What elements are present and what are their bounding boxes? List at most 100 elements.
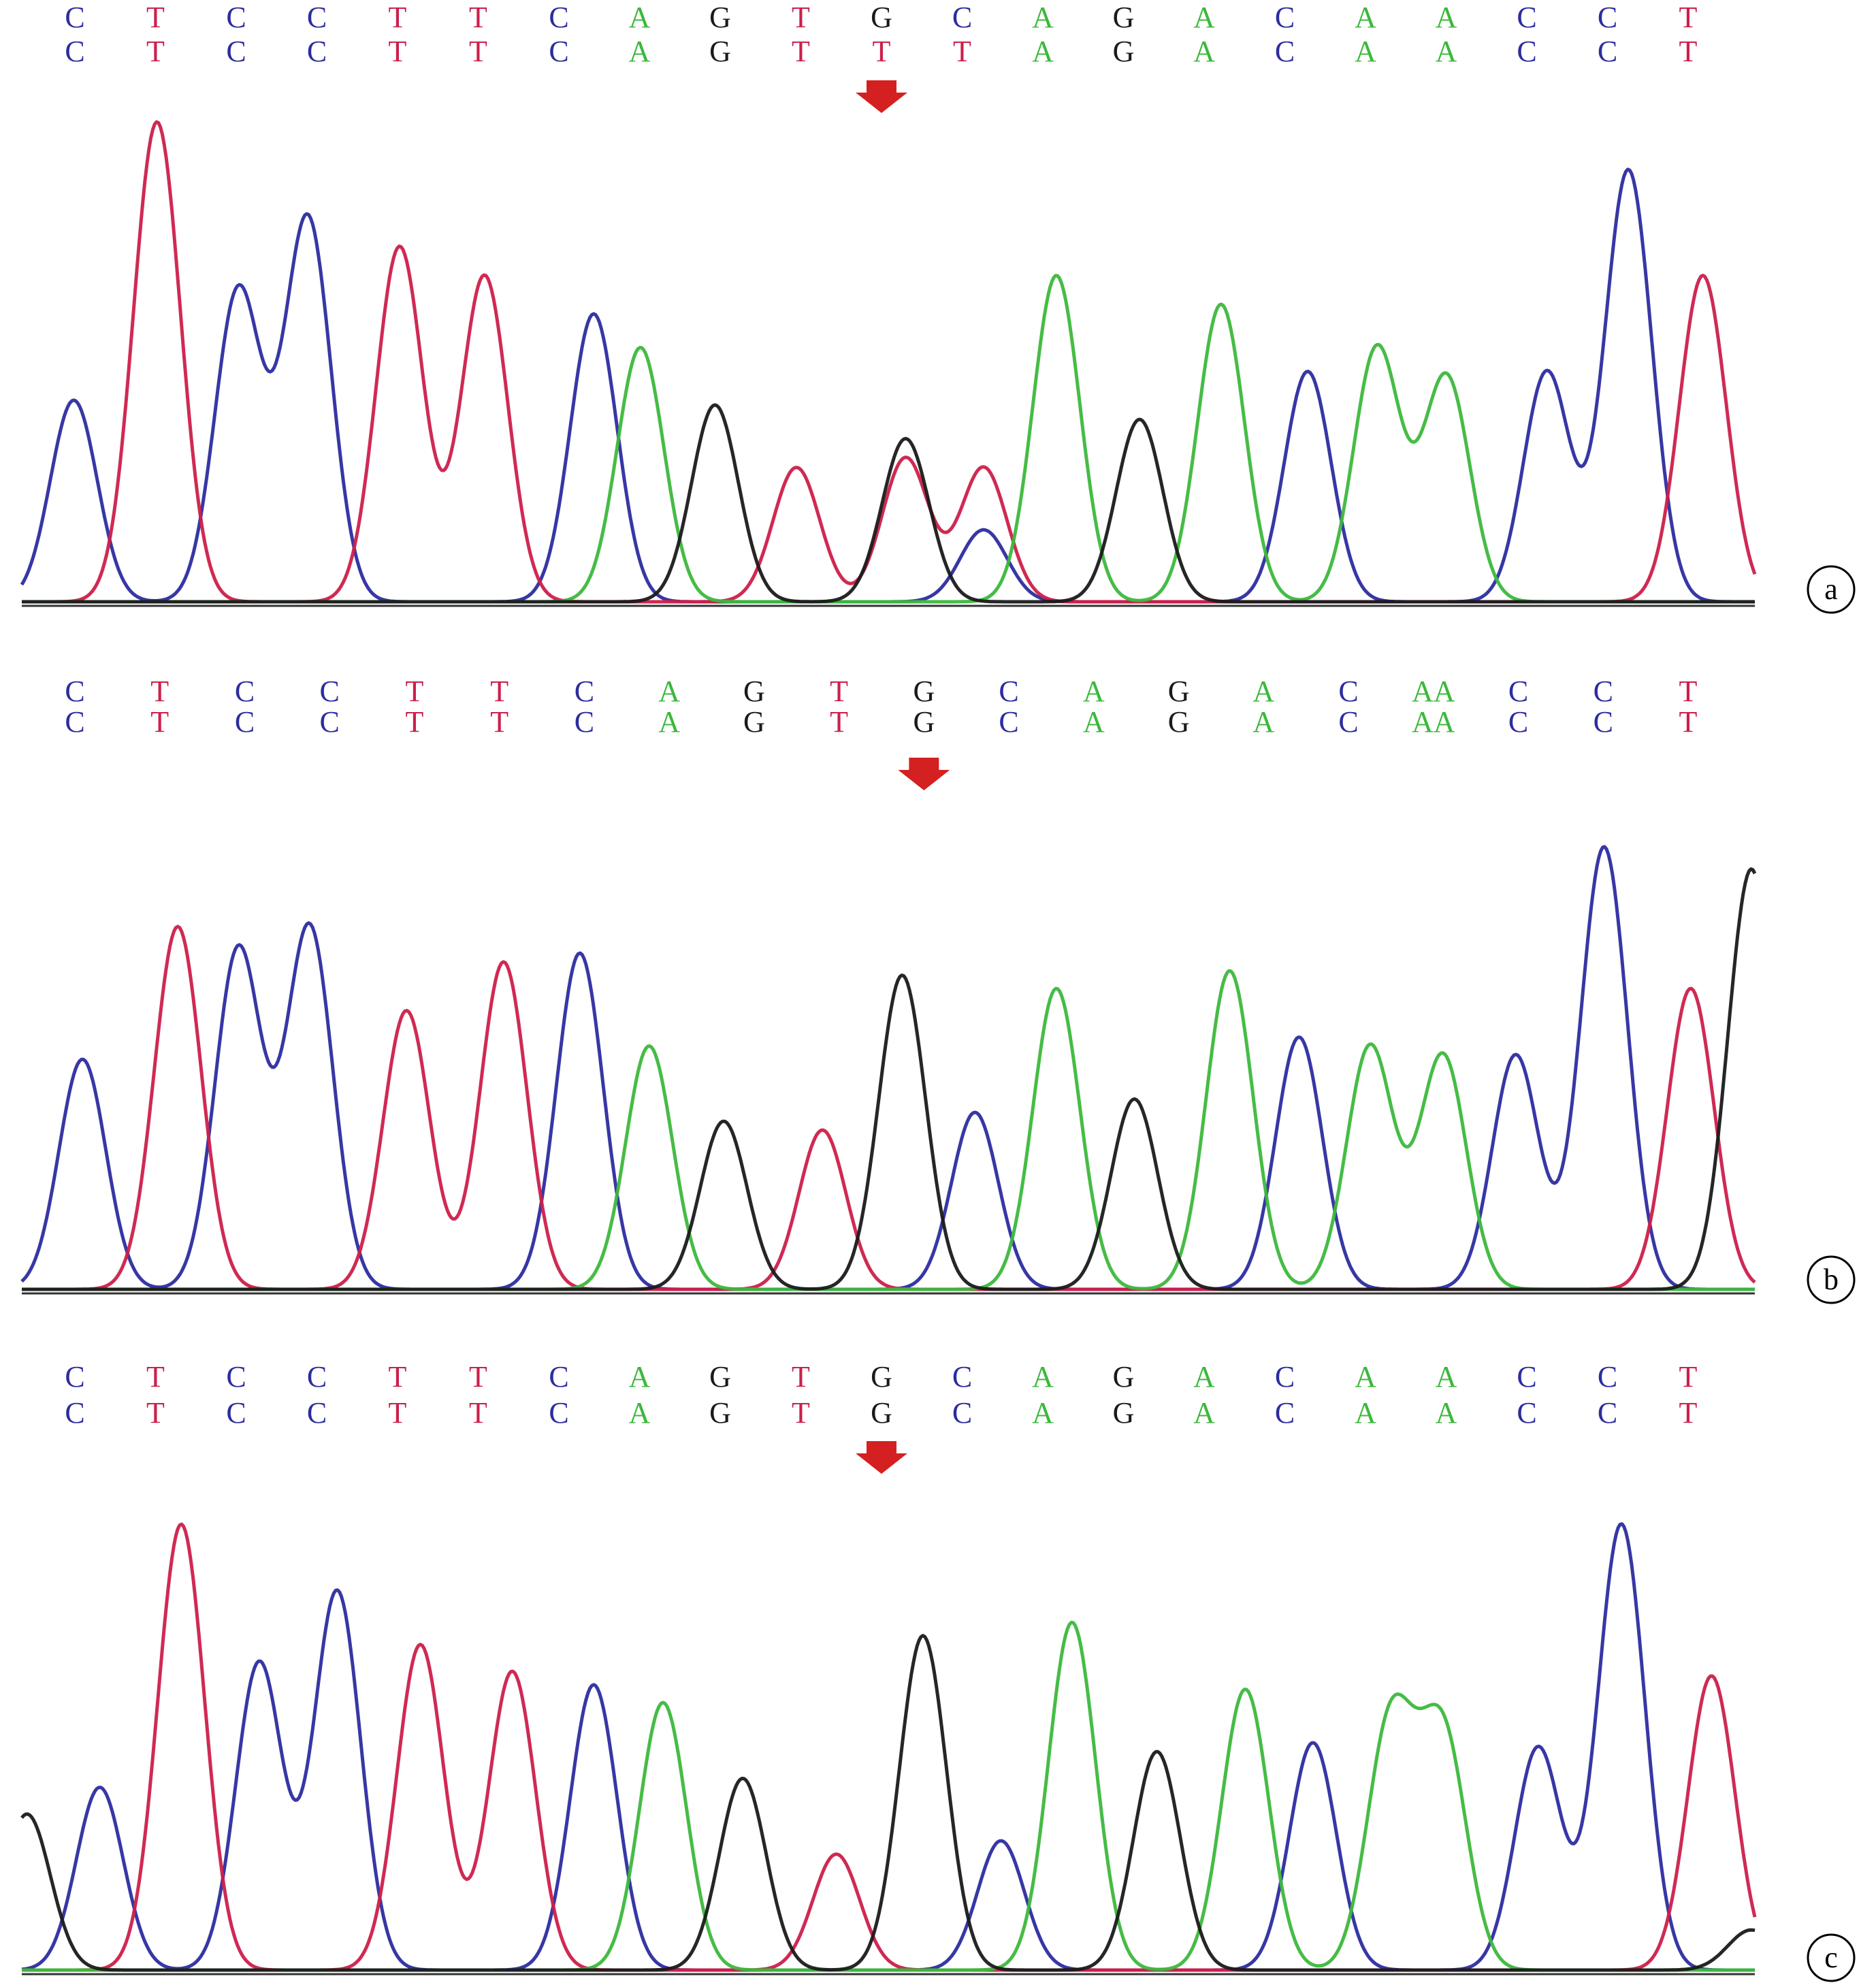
sample-row-base: C [320, 705, 340, 739]
panel-a: C T C C T T C A G T G C A G A C A A C C TC T C C T T C A G T T T A G A C A A C… [20, 1, 1856, 614]
reference-row-base: C [575, 675, 594, 708]
sample-row-base: AA [1412, 705, 1455, 739]
reference-row-base: A [629, 1, 651, 34]
trace-C [21, 1522, 1755, 1972]
reference-row-base: C [307, 1360, 327, 1393]
sample-row-base: C [999, 705, 1018, 739]
sample-row-base: A [1193, 1396, 1215, 1430]
sample-row-base: G [1113, 35, 1135, 68]
reference-row-base: C [1338, 675, 1358, 708]
trace-G [22, 403, 1755, 604]
sample-row-base: T [873, 35, 891, 68]
reference-row-base: T [490, 675, 508, 708]
reference-row-base: A [1252, 675, 1274, 708]
sample-row-base: T [146, 1396, 165, 1430]
sample-row-base: C [307, 35, 327, 68]
reference-row-base: A [1436, 1360, 1457, 1393]
trace-A [22, 1620, 1755, 1972]
panel-label: a [1824, 573, 1838, 606]
sample-row-base: C [549, 1396, 568, 1430]
sample-row-base: T [1679, 1396, 1698, 1430]
reference-row-base: A [1355, 1, 1376, 34]
sample-row-base: C [235, 705, 255, 739]
reference-row-base: C [226, 1, 246, 34]
reference-row-base: C [999, 675, 1018, 708]
sample-row-base: A [1252, 705, 1274, 739]
reference-row-base: A [658, 675, 680, 708]
reference-row-base: T [146, 1360, 165, 1393]
reference-row-base: AA [1412, 675, 1455, 708]
sample-row-base: A [1355, 35, 1376, 68]
reference-row-base: C [1275, 1, 1295, 34]
sample-row-base: T [792, 35, 810, 68]
reference-row-base: G [709, 1, 731, 34]
sample-row-base: C [952, 1396, 972, 1430]
sample-row-base: T [830, 705, 848, 739]
sample-row-base: G [743, 705, 765, 739]
sample-row-base: C [65, 35, 84, 68]
reference-row-base: A [1032, 1, 1054, 34]
sample-row-base: A [629, 35, 651, 68]
reference-row-base: T [1679, 1, 1698, 34]
reference-row-base: C [1508, 675, 1528, 708]
reference-row-base: C [65, 1, 84, 34]
trace-G [22, 867, 1757, 1291]
sample-row-base: A [1083, 705, 1105, 739]
trace-T [22, 120, 1757, 604]
variant-arrow-icon [856, 1441, 907, 1474]
sample-row-base: C [65, 705, 84, 739]
sample-row-base: T [150, 705, 169, 739]
panel-b: C T C C T T C A G T G C A G A C AA C C TC T C C T T C A G T G C A G A C AA C… [20, 675, 1856, 1304]
reference-row-base: C [549, 1, 568, 34]
sample-row-base: C [1517, 1396, 1536, 1430]
reference-row-base: C [549, 1360, 568, 1393]
reference-row-base: G [871, 1, 892, 34]
reference-row-base: C [235, 675, 255, 708]
reference-row-base: A [1355, 1360, 1376, 1393]
sample-row-base: T [405, 705, 423, 739]
reference-row-base: T [469, 1, 487, 34]
reference-row-base: C [65, 675, 84, 708]
sample-row-base: T [389, 35, 407, 68]
reference-row-base: G [1168, 675, 1190, 708]
sample-row-base: A [1193, 35, 1215, 68]
sample-row-base: G [709, 35, 731, 68]
reference-row-base: C [65, 1360, 84, 1393]
variant-arrow-icon [856, 80, 907, 113]
reference-row-base: G [1113, 1360, 1135, 1393]
sample-row-base: G [709, 1396, 731, 1430]
reference-row-base: A [1193, 1, 1215, 34]
reference-row-base: T [469, 1360, 487, 1393]
reference-row-base: C [307, 1, 327, 34]
trace-C [20, 167, 1755, 604]
sample-row-base: C [1338, 705, 1358, 739]
reference-row-base: G [1113, 1, 1135, 34]
reference-row-base: T [146, 1, 165, 34]
reference-row-base: T [1679, 675, 1698, 708]
panel-label-circle [1807, 1255, 1856, 1304]
sample-row-base: C [549, 35, 568, 68]
reference-row-base: C [952, 1, 972, 34]
reference-row-base: A [1193, 1360, 1215, 1393]
panel-c: C T C C T T C A G T G C A G A C A A C C TC T C C T T C A G T G C A G A C A A C… [20, 1360, 1856, 1982]
trace-T [22, 924, 1756, 1291]
reference-row-base: G [871, 1360, 892, 1393]
reference-row-base: C [1594, 675, 1613, 708]
sample-row-base: T [490, 705, 508, 739]
sample-row-base: G [871, 1396, 892, 1430]
sample-row-base: G [1168, 705, 1190, 739]
reference-row-base: T [1679, 1360, 1698, 1393]
reference-row-base: T [405, 675, 423, 708]
panel-label: b [1824, 1263, 1839, 1296]
reference-row-base: C [1598, 1360, 1617, 1393]
sample-row-base: T [953, 35, 971, 68]
sample-row-base: A [629, 1396, 651, 1430]
reference-row-base: T [389, 1, 407, 34]
sample-row-base: T [792, 1396, 810, 1430]
trace-G [20, 1634, 1756, 1972]
sample-row-base: C [575, 705, 594, 739]
sample-row-base: C [1594, 705, 1613, 739]
sample-row-base: G [913, 705, 935, 739]
reference-row-base: T [389, 1360, 407, 1393]
